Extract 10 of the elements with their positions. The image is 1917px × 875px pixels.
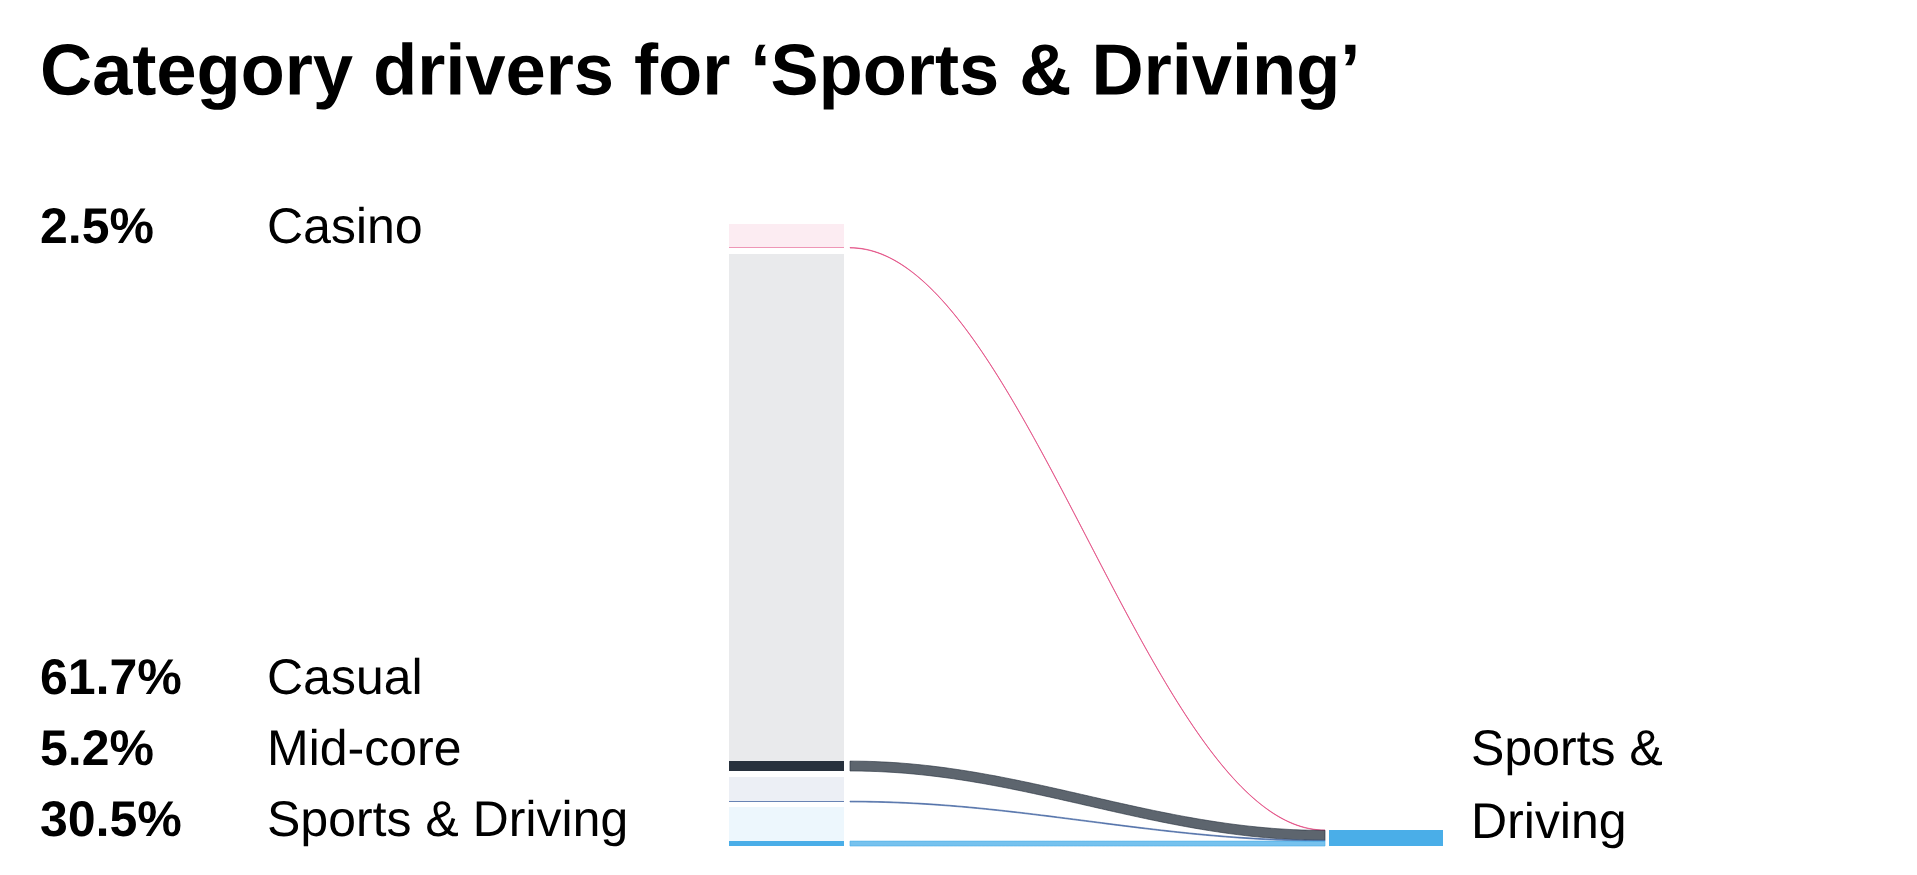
category-label: Sports & Driving [269,799,626,847]
category-label: Mid-core [271,728,460,766]
text: Category drivers for ‘Sports & Driving’ [42,42,1356,110]
category-label: Casino [269,206,421,244]
data-label: 2.5% [41,208,153,244]
category-label: Casual [269,657,420,695]
data-label: 61.7% [41,659,181,695]
data-label: 5.2% [41,730,153,766]
data-label: 30.5% [41,801,181,837]
text: Sports & Driving [1473,730,1662,849]
